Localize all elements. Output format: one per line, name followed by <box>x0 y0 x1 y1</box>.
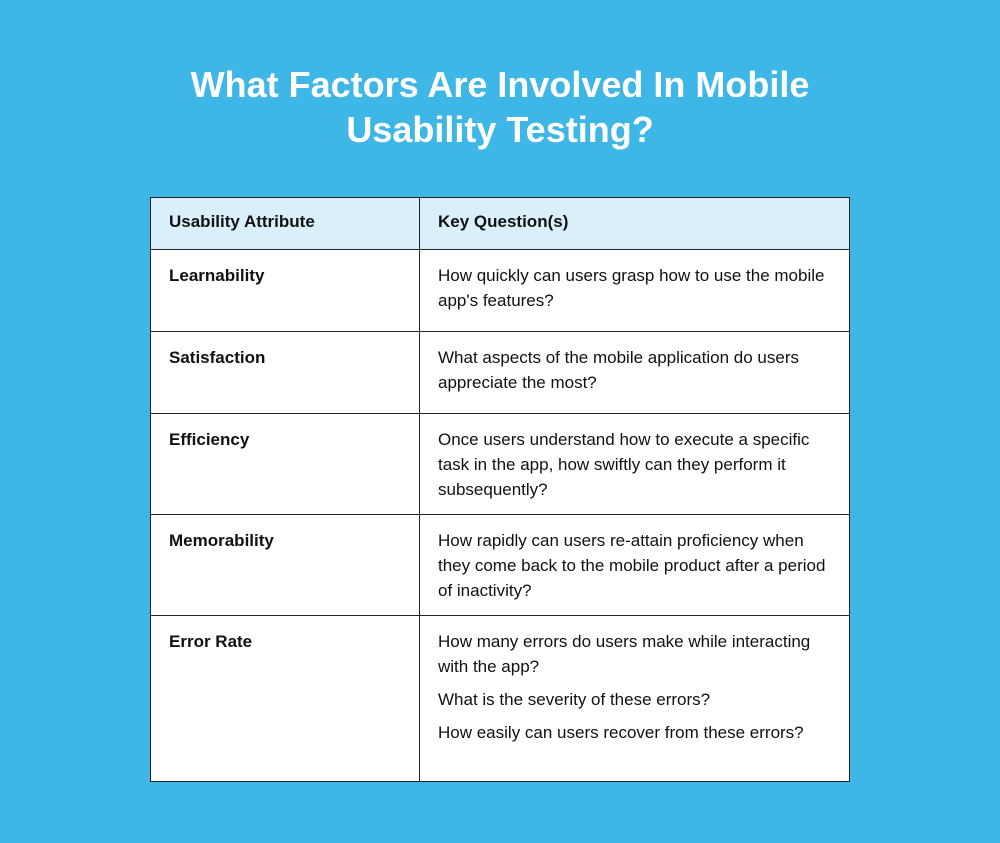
table-header-row: Usability Attribute Key Question(s) <box>150 197 850 250</box>
table-row: Learnability How quickly can users grasp… <box>150 249 850 332</box>
questions-cell: Once users understand how to execute a s… <box>419 413 850 515</box>
attribute-cell: Memorability <box>150 514 420 616</box>
attribute-cell: Learnability <box>150 249 420 332</box>
questions-cell: How many errors do users make while inte… <box>419 615 850 782</box>
table-row: Error Rate How many errors do users make… <box>150 615 850 782</box>
question-text: Once users understand how to execute a s… <box>438 430 810 499</box>
column-header-questions: Key Question(s) <box>419 197 850 250</box>
question-text: What aspects of the mobile application d… <box>438 348 799 392</box>
questions-cell: What aspects of the mobile application d… <box>419 331 850 414</box>
table-row: Efficiency Once users understand how to … <box>150 413 850 515</box>
table-row: Memorability How rapidly can users re-at… <box>150 514 850 616</box>
question-text: How many errors do users make while inte… <box>438 632 811 676</box>
questions-cell: How quickly can users grasp how to use t… <box>419 249 850 332</box>
table-row: Satisfaction What aspects of the mobile … <box>150 331 850 414</box>
questions-cell: How rapidly can users re-attain proficie… <box>419 514 850 616</box>
question-text: How quickly can users grasp how to use t… <box>438 266 825 310</box>
column-header-attribute: Usability Attribute <box>150 197 420 250</box>
attribute-cell: Satisfaction <box>150 331 420 414</box>
question-text: What is the severity of these errors? <box>438 690 711 709</box>
attribute-cell: Efficiency <box>150 413 420 515</box>
attribute-cell: Error Rate <box>150 615 420 782</box>
usability-table: Usability Attribute Key Question(s) Lear… <box>150 197 850 782</box>
question-text: How rapidly can users re-attain proficie… <box>438 531 826 600</box>
question-text: How easily can users recover from these … <box>438 723 804 742</box>
page-title: What Factors Are Involved In Mobile Usab… <box>190 64 810 150</box>
